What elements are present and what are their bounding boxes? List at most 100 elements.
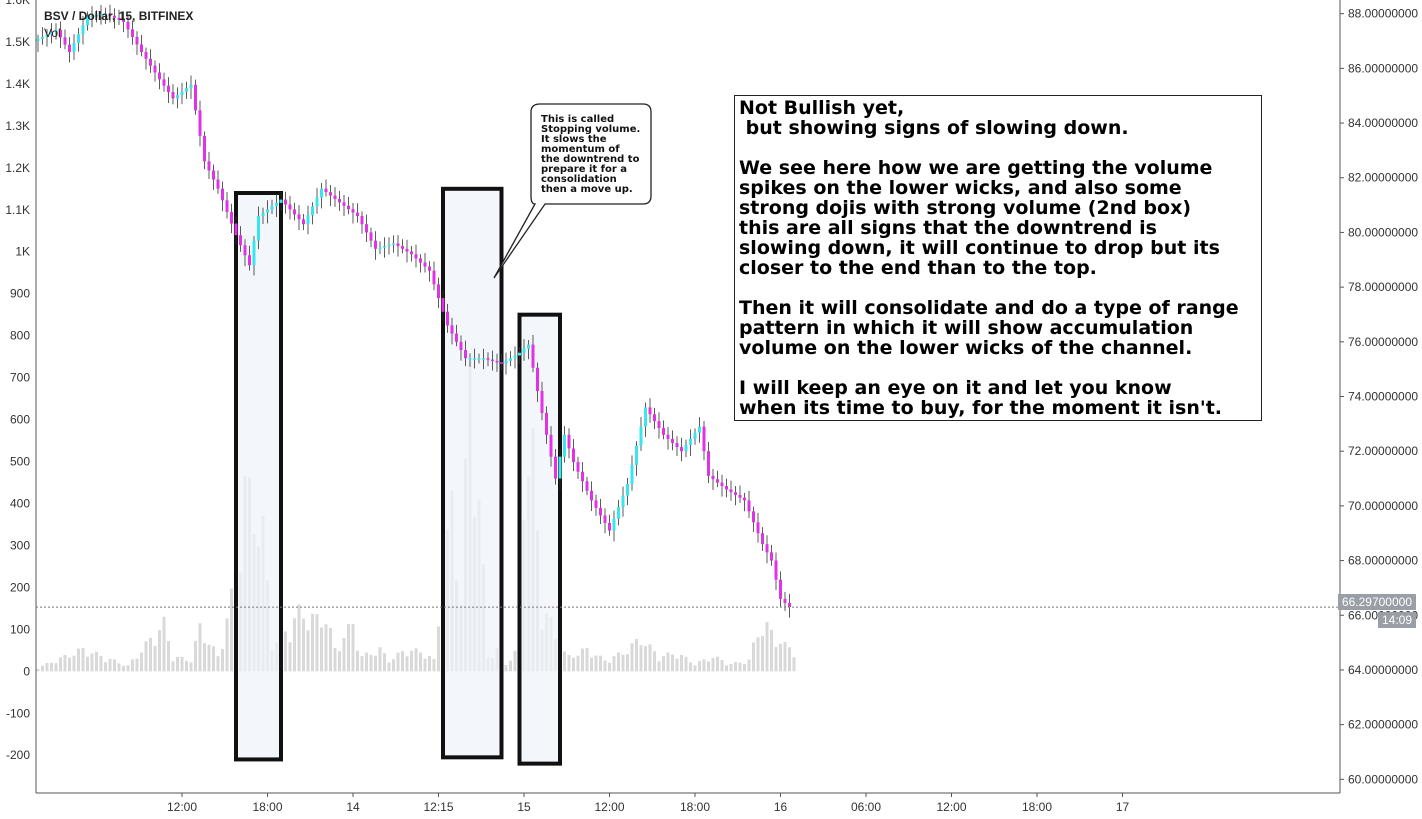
- volume-bar: [716, 656, 719, 672]
- price-tick-label: 60.00000000: [1348, 772, 1418, 786]
- candle-body: [320, 188, 323, 198]
- candle-body: [297, 214, 301, 220]
- candle-body: [671, 438, 674, 443]
- candle-body: [662, 427, 665, 435]
- candle-body: [203, 135, 206, 162]
- candle-body: [540, 391, 544, 413]
- volume-bar: [36, 669, 40, 672]
- price-tick-label: 74.00000000: [1348, 390, 1418, 404]
- candle-body: [342, 202, 346, 206]
- candle-body: [315, 197, 319, 207]
- candle-body: [428, 266, 431, 271]
- volume-tick-label: 1K: [15, 245, 30, 259]
- candle-body: [419, 258, 422, 263]
- candle-body: [653, 414, 656, 422]
- candle-body: [743, 497, 746, 501]
- candle-body: [54, 30, 58, 33]
- candle-body: [473, 358, 476, 360]
- time-tick-label: 12:15: [423, 800, 453, 814]
- volume-bar: [414, 648, 418, 672]
- candle-body: [234, 223, 238, 236]
- candle-body: [41, 36, 44, 39]
- candle-body: [504, 360, 508, 364]
- candle-body: [477, 358, 481, 360]
- candle-body: [293, 209, 296, 215]
- volume-bar: [612, 656, 616, 672]
- volume-bar: [203, 643, 206, 672]
- volume-bar: [194, 640, 197, 672]
- volume-tick-label: 500: [10, 455, 30, 469]
- candle-body: [351, 209, 355, 213]
- volume-bar: [639, 645, 643, 672]
- volume-tick-label: 400: [10, 496, 30, 510]
- candle-body: [410, 251, 413, 255]
- candle-body: [153, 65, 157, 73]
- callout-line: then a move up.: [541, 184, 633, 195]
- time-tick-label: 06:00: [851, 800, 881, 814]
- volume-bar: [347, 624, 350, 672]
- volume-bar: [387, 662, 391, 672]
- candle-body: [711, 475, 715, 480]
- volume-tick-label: 1.6K: [5, 0, 30, 7]
- volume-bar: [117, 663, 121, 672]
- volume-bar: [405, 656, 409, 672]
- candle-body: [423, 262, 427, 267]
- candle-body: [50, 32, 53, 35]
- candle-body: [387, 244, 391, 247]
- legend: BSV / Dollar, 15, BITFINEX Vol: [44, 9, 193, 40]
- candle-body: [45, 34, 49, 37]
- volume-bar: [428, 655, 431, 672]
- price-tick-label: 84.00000000: [1348, 116, 1418, 130]
- volume-tick-label: 900: [10, 287, 30, 301]
- volume-bar: [734, 661, 737, 672]
- candle-body: [140, 44, 143, 52]
- volume-tick-label: 1.3K: [5, 119, 30, 133]
- volume-bar: [365, 652, 368, 672]
- volume-bar: [68, 657, 71, 672]
- candle-body: [72, 43, 76, 52]
- volume-bar: [338, 651, 341, 672]
- volume-bar: [59, 657, 62, 672]
- candle-body: [284, 199, 287, 205]
- volume-bar: [432, 658, 436, 672]
- volume-bar: [401, 651, 404, 672]
- candle-body: [176, 95, 179, 99]
- volume-bar: [410, 650, 413, 672]
- price-tick-label: 68.00000000: [1348, 554, 1418, 568]
- price-tick-label: 62.00000000: [1348, 718, 1418, 732]
- candle-body: [239, 235, 242, 246]
- volume-bar: [680, 654, 683, 672]
- time-tick-label: 15: [517, 800, 531, 814]
- candle-body: [306, 215, 310, 225]
- candle-body: [554, 456, 557, 479]
- axes-layer: 88.00000000 86.00000000 84.00000000 82.0000…: [5, 0, 1418, 814]
- candle-body: [558, 456, 562, 479]
- candle-body: [126, 21, 130, 30]
- candle-body: [608, 522, 611, 531]
- volume-bar: [599, 655, 602, 672]
- volume-bar: [72, 655, 76, 672]
- volume-bar: [396, 652, 400, 672]
- volume-bar: [761, 636, 764, 672]
- price-tick-label: 88.00000000: [1348, 7, 1418, 21]
- candle-body: [590, 490, 593, 501]
- volume-bar: [756, 637, 760, 672]
- candle-body: [545, 412, 548, 435]
- volume-bar: [788, 647, 791, 672]
- candle-body: [212, 170, 215, 180]
- volume-bar: [648, 644, 652, 672]
- price-tick-label: 64.00000000: [1348, 663, 1418, 677]
- volume-bar: [135, 658, 139, 672]
- candle-body: [261, 212, 265, 217]
- candle-body: [365, 224, 368, 233]
- volume-bar: [747, 659, 751, 672]
- candle-body: [149, 58, 152, 66]
- price-tick-label: 78.00000000: [1348, 280, 1418, 294]
- volume-bar: [720, 660, 724, 672]
- candle-body: [639, 426, 643, 446]
- candle-body: [248, 255, 251, 266]
- volume-bar: [590, 657, 593, 672]
- candle-body: [63, 37, 67, 45]
- candle-body: [716, 479, 719, 483]
